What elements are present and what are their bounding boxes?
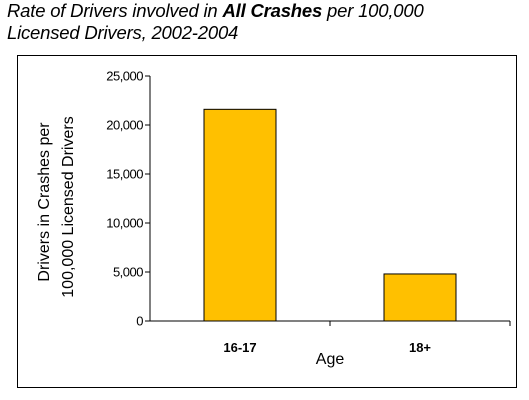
y-tick-label: 0 <box>136 314 143 329</box>
title-text-a: Rate of Drivers involved in <box>7 0 223 21</box>
bar-18+ <box>383 273 457 322</box>
title-line-2: Licensed Drivers, 2002-2004 <box>7 22 239 43</box>
bars <box>203 108 457 322</box>
x-axis-title: Age <box>316 351 345 368</box>
y-tick-label: 10,000 <box>106 216 143 231</box>
x-category-label: 16-17 <box>223 340 256 355</box>
y-axis-title-line-2: 100,000 Licensed Drivers <box>60 116 77 297</box>
y-axis-title-line-1: Drivers in Crashes per <box>36 122 53 282</box>
chart-title: Rate of Drivers involved in All Crashes … <box>7 0 522 44</box>
y-tick-label: 15,000 <box>106 167 143 182</box>
y-axis-ticks: 0 5,000 10,000 15,000 20,000 25,000 <box>106 69 150 329</box>
title-line-1: Rate of Drivers involved in All Crashes … <box>7 0 522 22</box>
title-text-b: per 100,000 <box>322 0 424 21</box>
x-axis-categories: 16-17 18+ <box>223 321 511 355</box>
chart-frame <box>17 55 517 388</box>
y-tick-label: 5,000 <box>113 265 143 280</box>
x-category-label: 18+ <box>409 340 431 355</box>
y-tick-label: 20,000 <box>106 118 143 133</box>
title-text-bold: All Crashes <box>222 0 323 21</box>
y-tick-label: 25,000 <box>106 69 143 84</box>
y-axis-title: Drivers in Crashes per 100,000 Licensed … <box>36 116 77 297</box>
bar-16-17 <box>203 108 277 322</box>
